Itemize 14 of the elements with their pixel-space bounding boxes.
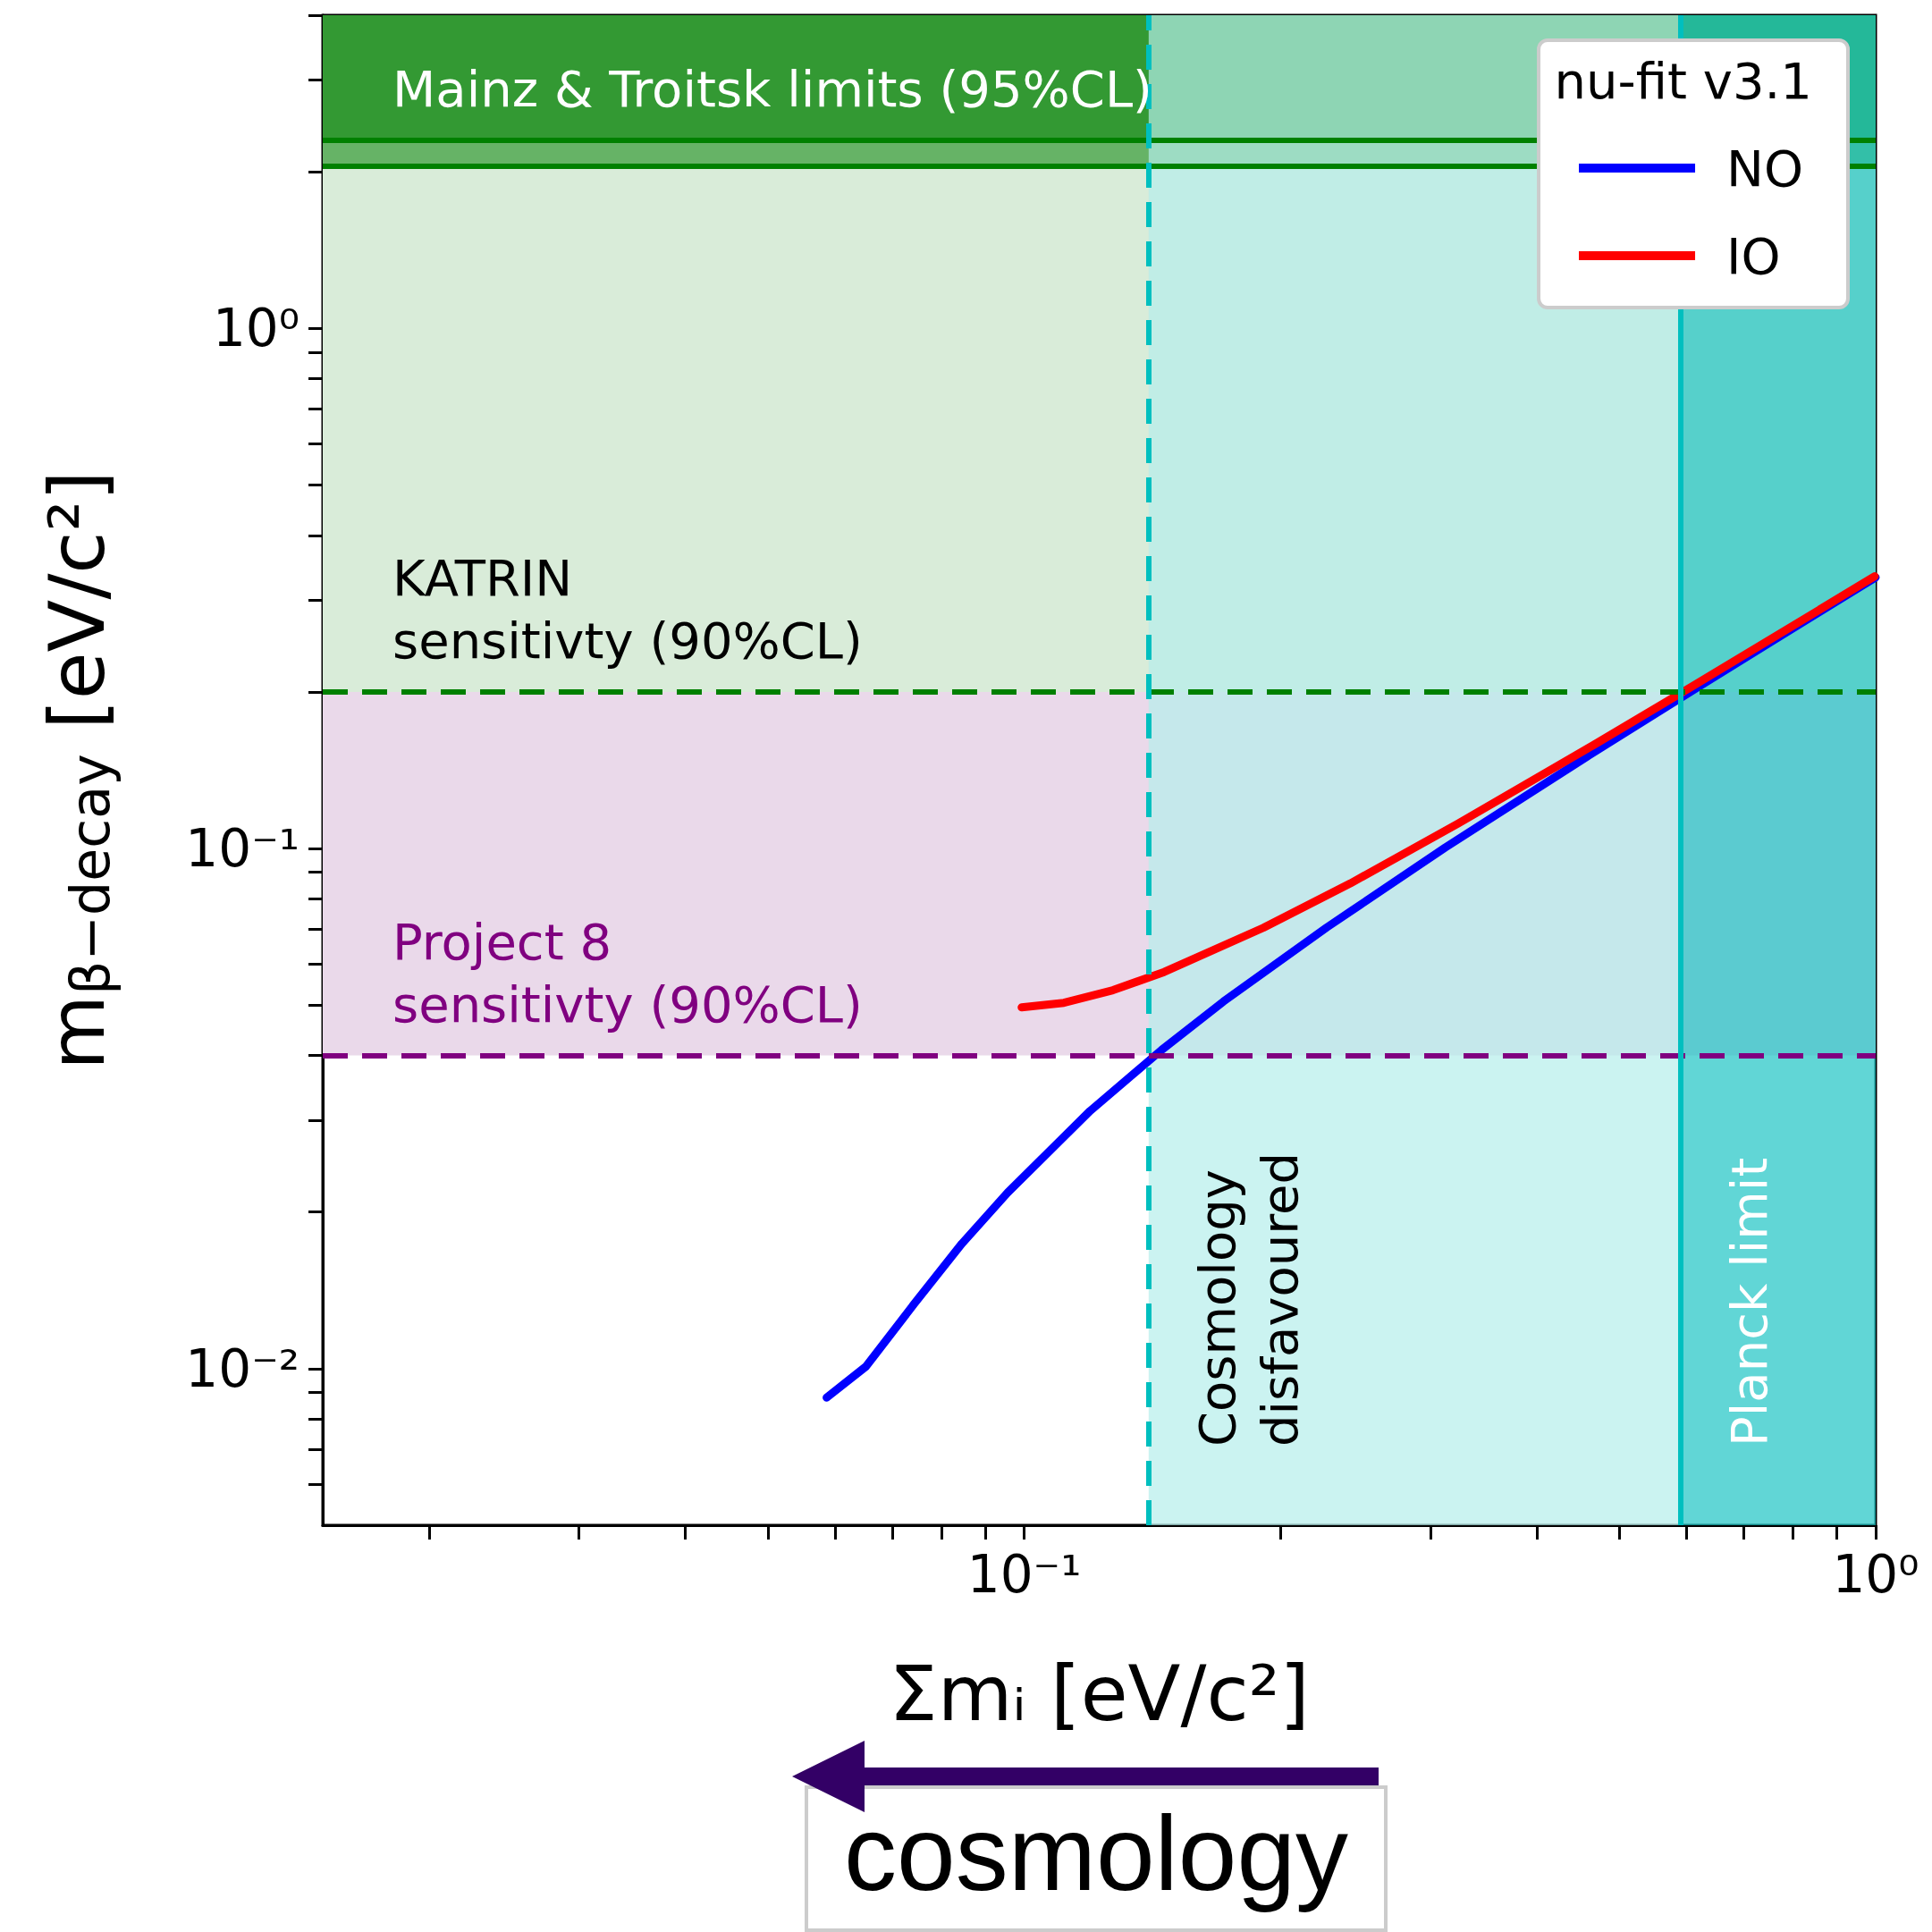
y-axis-title: mβ−decay [eV/c²] (31, 470, 122, 1070)
legend-label: IO (1726, 226, 1781, 285)
y-tick-label: 10⁻¹ (185, 818, 300, 880)
band-label: Cosmology disfavoured (1188, 1152, 1310, 1447)
text: cosmology (843, 1794, 1349, 1912)
legend-label: NO (1726, 139, 1803, 198)
band-label: Planck limit (1720, 1157, 1779, 1447)
legend-title: nu-fit v3.1 (1554, 51, 1812, 110)
y-tick-label: 10⁻² (185, 1337, 300, 1399)
y-tick-label: 10⁰ (212, 298, 300, 359)
ref-line-label: Project 8 sensitivty (90%CL) (392, 913, 863, 1034)
x-axis-title: Σmᵢ [eV/c²] (889, 1649, 1310, 1738)
band-label: KATRIN sensitivty (90%CL) (392, 549, 863, 671)
band-label: Mainz & Troitsk limits (95%CL) (392, 60, 1152, 119)
